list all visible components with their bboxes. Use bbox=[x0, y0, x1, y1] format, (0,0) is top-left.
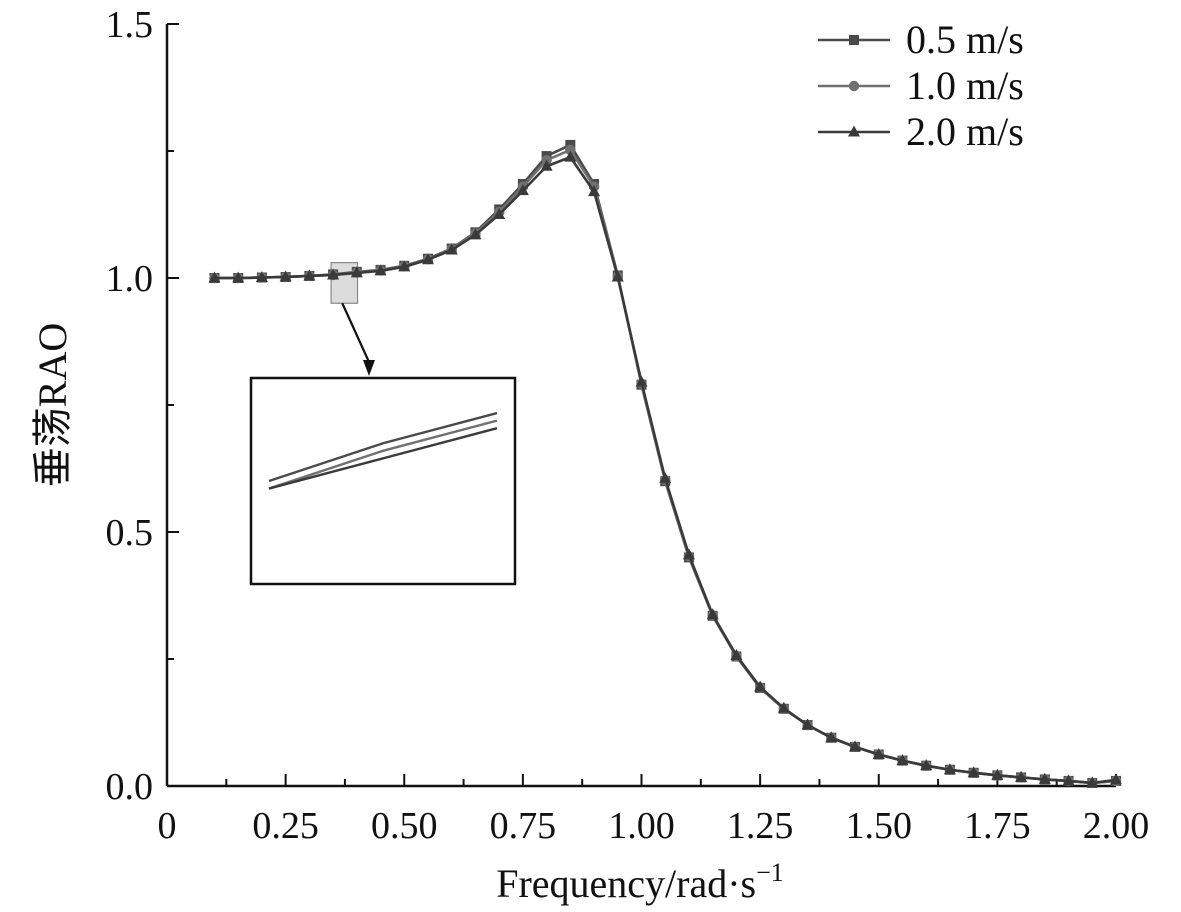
data-point-triangle bbox=[659, 472, 672, 484]
data-point-triangle bbox=[1038, 772, 1051, 784]
data-point-triangle bbox=[848, 125, 860, 137]
y-tick-label: 1.0 bbox=[106, 258, 154, 300]
data-point-triangle bbox=[208, 271, 221, 283]
x-axis-title: Frequency/rad·s−1 bbox=[496, 858, 784, 906]
data-point-triangle bbox=[706, 608, 719, 620]
legend-item-2: 1.0 m/s bbox=[818, 63, 1024, 108]
data-point-triangle bbox=[516, 184, 529, 196]
data-point-triangle bbox=[588, 185, 601, 197]
x-tick-label: 1.50 bbox=[846, 805, 913, 847]
legend: 0.5 m/s1.0 m/s2.0 m/s bbox=[818, 17, 1024, 154]
x-tick-label: 2.00 bbox=[1083, 805, 1150, 847]
legend-label: 0.5 m/s bbox=[906, 17, 1024, 62]
data-point-triangle bbox=[255, 270, 268, 282]
data-point-square bbox=[849, 35, 859, 45]
zoom-arrow-line bbox=[341, 302, 371, 363]
inset-series-line-2 bbox=[268, 419, 498, 490]
data-point-triangle bbox=[754, 680, 767, 692]
inset-series-line-1 bbox=[268, 411, 498, 483]
x-tick-label: 0.25 bbox=[252, 805, 319, 847]
data-point-triangle bbox=[493, 208, 506, 219]
data-point-circle bbox=[848, 80, 860, 92]
data-point-triangle bbox=[920, 759, 933, 771]
x-tick-label: 0 bbox=[158, 805, 177, 847]
data-point-triangle bbox=[967, 766, 980, 778]
inset-panel bbox=[249, 302, 517, 586]
data-point-triangle bbox=[327, 268, 340, 280]
data-point-triangle bbox=[445, 243, 458, 255]
ticks: 0 0.25 0.50 0.75 1.00 1.25 1.50 1.75 2.00 0.0 0.5 1… bbox=[106, 4, 1150, 847]
data-point-triangle bbox=[398, 260, 411, 272]
data-point-triangle bbox=[421, 253, 434, 265]
y-tick-label: 0.0 bbox=[106, 766, 154, 808]
data-point-triangle bbox=[849, 740, 862, 752]
data-point-circle bbox=[565, 144, 576, 156]
data-point-triangle bbox=[825, 731, 838, 743]
series-layer bbox=[208, 139, 1122, 789]
data-point-triangle bbox=[991, 768, 1004, 780]
data-point-triangle bbox=[801, 718, 814, 730]
legend-item-1: 0.5 m/s bbox=[818, 17, 1024, 62]
data-point-triangle bbox=[303, 269, 316, 281]
y-axis-title: 垂荡RAO bbox=[30, 323, 75, 487]
x-axis-title-superscript: −1 bbox=[756, 858, 784, 887]
data-point-triangle bbox=[896, 754, 909, 766]
data-point-triangle bbox=[564, 150, 577, 162]
data-point-triangle bbox=[943, 763, 956, 775]
data-point-triangle bbox=[1110, 773, 1122, 785]
legend-item-3: 2.0 m/s bbox=[818, 109, 1024, 154]
data-point-triangle bbox=[1086, 776, 1099, 788]
data-point-triangle bbox=[730, 648, 743, 660]
y-tick-label: 1.5 bbox=[106, 4, 154, 46]
zoom-arrow-head bbox=[363, 360, 375, 376]
legend-label: 2.0 m/s bbox=[906, 109, 1024, 154]
series-3 bbox=[208, 150, 1122, 788]
data-point-triangle bbox=[635, 375, 648, 387]
data-point-triangle bbox=[540, 159, 553, 171]
data-point-triangle bbox=[469, 228, 482, 240]
x-tick-label: 1.00 bbox=[608, 805, 675, 847]
data-point-triangle bbox=[872, 748, 885, 760]
data-point-triangle bbox=[1062, 774, 1075, 786]
x-tick-label: 1.75 bbox=[964, 805, 1031, 847]
data-point-triangle bbox=[279, 270, 292, 282]
data-point-triangle bbox=[611, 270, 624, 282]
data-point-triangle bbox=[374, 264, 387, 276]
data-point-triangle bbox=[350, 266, 363, 278]
data-point-triangle bbox=[232, 271, 245, 283]
y-tick-label: 0.5 bbox=[106, 512, 154, 554]
x-tick-label: 0.50 bbox=[371, 805, 438, 847]
data-point-triangle bbox=[1015, 770, 1028, 782]
inset-series-line-3 bbox=[268, 427, 498, 490]
x-tick-label: 0.75 bbox=[490, 805, 557, 847]
data-point-triangle bbox=[777, 701, 790, 713]
legend-label: 1.0 m/s bbox=[906, 63, 1024, 108]
data-point-triangle bbox=[682, 548, 695, 560]
x-tick-label: 1.25 bbox=[727, 805, 794, 847]
